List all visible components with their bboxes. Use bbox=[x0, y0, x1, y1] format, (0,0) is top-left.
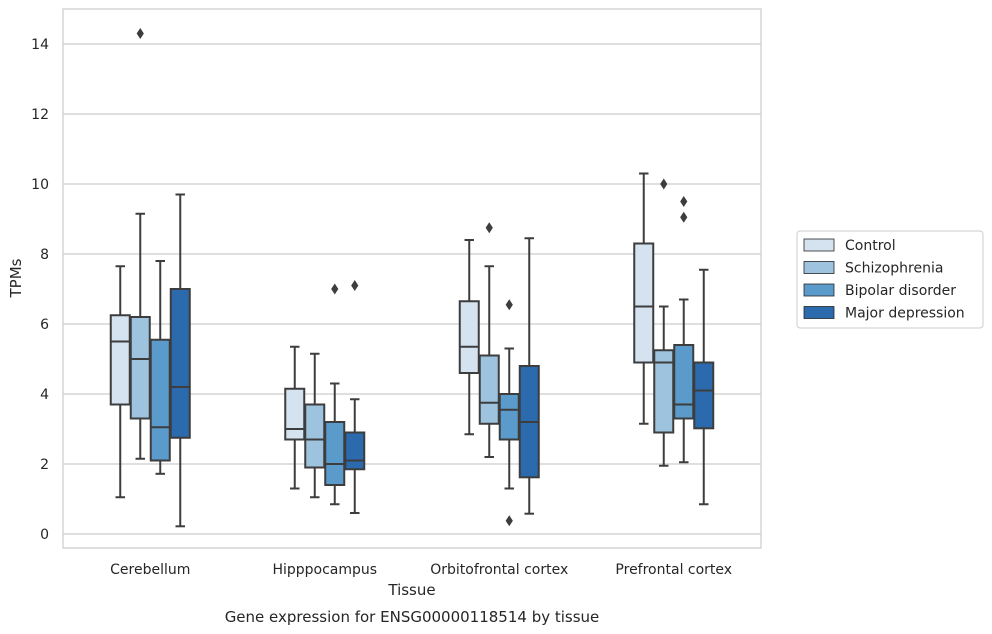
box-iqr bbox=[693, 361, 715, 430]
legend-swatch bbox=[803, 283, 835, 297]
box-2-2 bbox=[498, 299, 520, 527]
legend-swatch bbox=[803, 306, 835, 319]
chart-caption: Gene expression for ENSG00000118514 by t… bbox=[225, 608, 600, 626]
legend-label: Schizophrenia bbox=[845, 261, 943, 277]
y-tick-label: 8 bbox=[40, 247, 49, 263]
y-tick-label: 6 bbox=[40, 317, 49, 333]
box-iqr bbox=[149, 338, 171, 462]
box-1-3 bbox=[344, 280, 366, 514]
box-iqr bbox=[458, 300, 480, 374]
outlier-point bbox=[485, 222, 493, 234]
outlier-point bbox=[680, 211, 688, 223]
legend: Control Schizophrenia Bipolar disorder Majo… bbox=[796, 230, 984, 329]
box-iqr bbox=[673, 344, 695, 420]
legend-swatch bbox=[803, 261, 835, 274]
outlier-point bbox=[680, 196, 688, 207]
box-iqr bbox=[324, 421, 346, 486]
box-iqr bbox=[169, 288, 191, 439]
x-axis-label: Tissue bbox=[387, 581, 435, 599]
box-iqr bbox=[344, 431, 366, 471]
legend-swatch bbox=[803, 238, 835, 252]
y-tick-label: 10 bbox=[31, 177, 49, 193]
legend-label: Bipolar disorder bbox=[845, 283, 956, 299]
y-tick-label: 4 bbox=[40, 387, 49, 403]
box-3-1 bbox=[653, 178, 675, 467]
outlier-point bbox=[136, 28, 144, 39]
box-0-3 bbox=[169, 193, 191, 528]
outlier-point bbox=[331, 283, 339, 295]
x-tick-label: Prefrontal cortex bbox=[615, 562, 732, 578]
box-3-3 bbox=[693, 268, 715, 506]
box-0-1 bbox=[129, 28, 151, 460]
x-tick-label: Hipppocampus bbox=[272, 562, 377, 578]
box-2-3 bbox=[518, 237, 540, 515]
y-tick-label: 2 bbox=[40, 457, 49, 473]
outlier-point bbox=[351, 280, 359, 291]
box-1-1 bbox=[304, 352, 326, 499]
box-iqr bbox=[478, 354, 500, 425]
box-iqr bbox=[129, 316, 151, 420]
x-tick-labels: Cerebellum Hipppocampus Orbitofrontal cort… bbox=[110, 562, 732, 578]
outlier-point bbox=[660, 178, 668, 190]
plot-area bbox=[62, 8, 762, 549]
legend-frame bbox=[796, 230, 984, 329]
box-1-2 bbox=[324, 283, 346, 506]
x-tick-label: Orbitofrontal cortex bbox=[430, 562, 568, 578]
box-0-0 bbox=[109, 265, 131, 499]
y-tick-label: 12 bbox=[31, 107, 49, 123]
box-iqr bbox=[498, 393, 520, 441]
legend-label: Major depression bbox=[845, 306, 965, 322]
y-axis-label: TPMs bbox=[7, 258, 25, 298]
box-1-0 bbox=[284, 345, 306, 490]
box-0-2 bbox=[149, 260, 171, 475]
y-tick-label: 0 bbox=[40, 527, 49, 543]
box-2-0 bbox=[458, 239, 480, 436]
box-3-2 bbox=[673, 196, 695, 464]
boxes bbox=[109, 28, 715, 528]
outlier-point bbox=[505, 299, 513, 311]
x-tick-label: Cerebellum bbox=[110, 562, 190, 578]
legend-label: Control bbox=[845, 238, 896, 254]
y-tick-label: 14 bbox=[31, 37, 49, 53]
box-iqr bbox=[284, 387, 306, 441]
box-iqr bbox=[304, 403, 326, 469]
box-2-1 bbox=[478, 222, 500, 458]
y-tick-labels: 0 2 4 6 8 10 12 14 bbox=[31, 37, 49, 543]
box-iqr bbox=[633, 242, 655, 364]
outlier-point bbox=[505, 515, 513, 527]
box-iqr bbox=[109, 314, 131, 406]
box-3-0 bbox=[633, 172, 655, 425]
